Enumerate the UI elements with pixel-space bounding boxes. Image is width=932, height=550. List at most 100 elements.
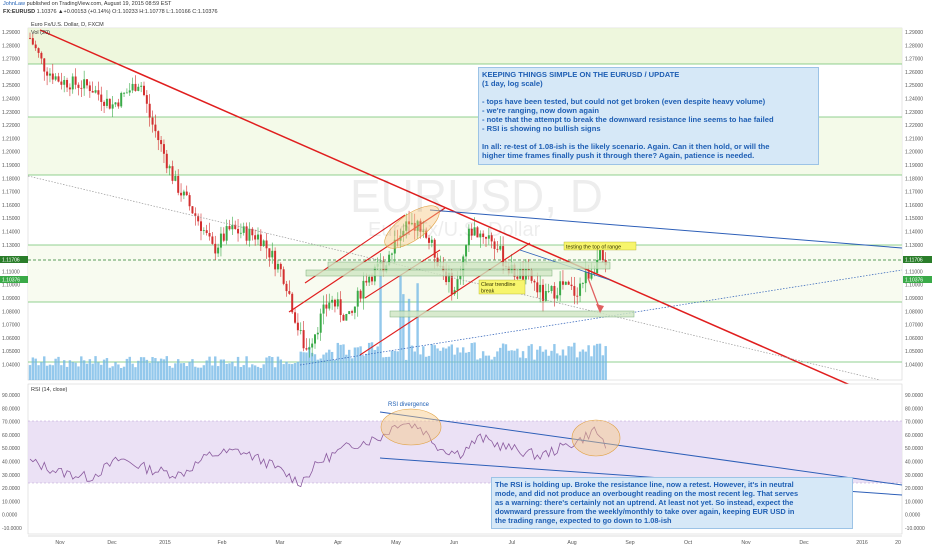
price-badge-bg [903,256,932,263]
volume-bar [208,356,211,380]
candle-body [365,280,368,283]
candle-body [359,290,362,299]
volume-bar [80,356,83,380]
volume-bar [296,361,300,380]
price-tick-label: 1.29000 [905,30,923,36]
volume-bar [450,344,453,380]
testing-label-bg [563,241,637,251]
candle-body [342,315,345,321]
trendline-label-bg [478,279,526,295]
volume-bar [399,275,402,380]
volume-bar [282,364,285,380]
volume-bar [444,348,448,380]
volume-bar [105,358,109,380]
volume-bar [553,344,556,380]
bottom-note-line: the trading range, expected to go down t… [495,516,672,525]
volume-bar [436,348,439,380]
price-badge: 1.11706 [905,258,923,264]
candle-body [433,239,436,258]
candle-body [48,73,51,76]
volume-bar [396,351,399,380]
volume-bar [216,366,220,380]
candle-body [305,348,308,350]
candle-body [188,195,191,207]
volume-bar [416,283,419,380]
candle-body [576,295,579,297]
rsi-tick-label: 0.0000 [905,513,921,519]
volume-bar [196,367,200,380]
volume-bar [182,362,186,380]
candle-body [291,293,294,313]
volume-bar [410,345,414,380]
candle-body [425,230,428,238]
candle-body [245,226,248,241]
candle-body [311,343,314,348]
volume-bar [125,358,129,380]
volume-bar [322,354,325,380]
volume-bar [521,351,525,380]
publisher-link[interactable]: JohnLaw [3,1,26,7]
time-tick-label: 20 [895,540,901,546]
top-note-line: In all: re-test of 1.08-ish is the likel… [482,142,770,151]
volume-bar [259,367,263,380]
trendline-label-2: break [481,289,495,295]
volume-bar [122,366,126,380]
candle-body [86,79,88,86]
green-zone [28,28,902,64]
candle-body [43,58,46,72]
volume-bar [595,343,599,380]
volume-bar [34,358,37,380]
volume-bar [54,358,57,380]
candle-body [180,192,183,196]
volume-bar [40,362,43,380]
rsi-tick-label: 50.0000 [905,446,923,452]
volume-bar [328,349,331,380]
time-tick-label: Dec [107,540,117,546]
volume-bar [561,349,565,380]
price-tick-label-left: 1.10000 [2,283,20,289]
candle-body [274,250,277,270]
candle-body [54,76,57,80]
candle-body [34,44,37,49]
price-tick-label: 1.28000 [905,43,923,49]
candle-body [579,283,582,296]
candle-body [559,281,562,296]
candle-body [157,131,160,141]
rsi-tick-label: 20.0000 [905,486,923,492]
volume-bar [271,357,274,380]
rsi-tick-label: 80.0000 [905,406,923,412]
volume-bar [390,350,394,380]
candle-body [165,153,168,169]
candle-body [217,247,220,254]
volume-bar [71,362,74,380]
volume-bar [567,346,570,380]
volume-bar [165,356,168,380]
candle-body [94,90,97,93]
volume-bar [484,355,488,380]
volume-bar [225,363,228,380]
volume-bar [185,366,188,380]
current-badge-bg [903,276,932,283]
volume-label: Vol (20) [31,30,50,36]
candle-body [556,295,559,299]
publish-line: JohnLaw published on TradingView.com, Au… [3,1,171,7]
volume-bar [313,354,317,380]
time-tick-label: Nov [55,540,65,546]
price-tick-label: 1.16000 [905,203,923,209]
volume-bar [499,347,502,380]
candle-body [60,81,63,85]
volume-bar [345,354,348,380]
candle-body [553,285,556,299]
candle-body [322,304,325,314]
candle-body [459,275,462,280]
candle-body [71,76,74,90]
candle-body [31,38,34,45]
volume-bar [82,360,86,380]
time-tick-label: Sep [625,540,634,546]
volume-bar [148,363,151,380]
candle-body [308,347,311,350]
time-tick-label: Feb [218,540,227,546]
volume-bar [214,356,217,380]
volume-bar [581,349,585,380]
time-tick-label: Mar [276,540,285,546]
